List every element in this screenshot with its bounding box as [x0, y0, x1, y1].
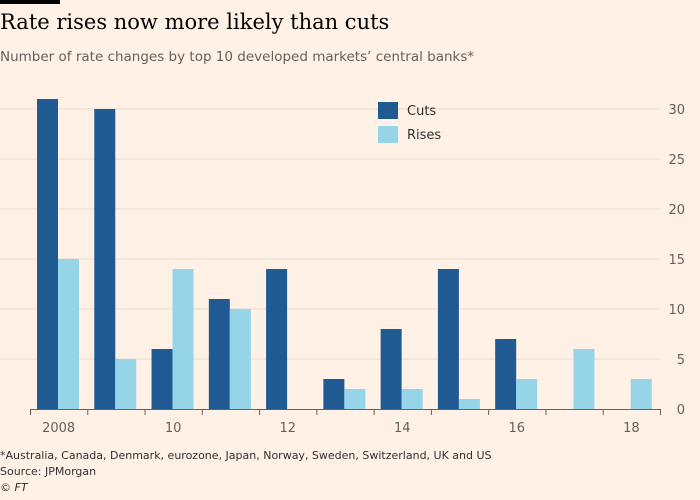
bar-rises	[115, 359, 137, 409]
x-tick-label: 18	[623, 421, 640, 436]
bar-rises	[630, 379, 652, 409]
bar-cuts	[380, 329, 402, 409]
bar-cuts	[266, 269, 288, 409]
chart-title: Rate rises now more likely than cuts	[0, 10, 390, 34]
legend: Cuts Rises	[378, 102, 441, 143]
chart-subtitle: Number of rate changes by top 10 develop…	[0, 49, 475, 65]
y-tick-label: 0	[677, 403, 685, 418]
bar-rises	[573, 349, 595, 409]
bar-rises	[172, 269, 194, 409]
credit: © FT	[0, 481, 28, 494]
bar-cuts	[94, 109, 116, 409]
bar-cuts	[323, 379, 345, 409]
x-tick-label: 14	[394, 421, 411, 436]
brand-bar	[0, 0, 60, 4]
bar-rises	[458, 399, 480, 409]
x-tick-label: 16	[509, 421, 526, 436]
y-tick-label: 5	[677, 353, 685, 368]
y-tick-label: 10	[668, 303, 685, 318]
bar-rises	[58, 259, 79, 409]
x-tick-label: 10	[165, 421, 182, 436]
y-tick-label: 15	[668, 253, 685, 268]
bar-cuts	[208, 299, 230, 409]
bar-rises	[344, 389, 366, 409]
x-tick-label: 2008	[42, 421, 75, 436]
axes: 0 5 10 15 20 25 30 2008 10 12 14 16 18	[30, 103, 685, 436]
x-tick-label: 12	[279, 421, 296, 436]
legend-label-rises: Rises	[407, 128, 441, 143]
bar-rises	[516, 379, 538, 409]
bar-cuts	[151, 349, 173, 409]
footnote: *Australia, Canada, Denmark, eurozone, J…	[0, 449, 492, 462]
bar-rises	[401, 389, 423, 409]
bar-rises	[229, 309, 251, 409]
y-tick-label: 25	[668, 153, 685, 168]
y-tick-label: 20	[668, 203, 685, 218]
bar-cuts	[37, 99, 58, 409]
source-note: Source: JPMorgan	[0, 465, 97, 478]
y-tick-label: 30	[668, 103, 685, 118]
legend-label-cuts: Cuts	[407, 104, 436, 119]
bars	[37, 99, 652, 409]
bar-chart: 0 5 10 15 20 25 30 2008 10 12 14 16 18 Cuts Rises	[0, 99, 685, 436]
bar-cuts	[495, 339, 517, 409]
bar-cuts	[437, 269, 459, 409]
legend-swatch-cuts	[378, 102, 398, 119]
legend-swatch-rises	[378, 126, 398, 143]
